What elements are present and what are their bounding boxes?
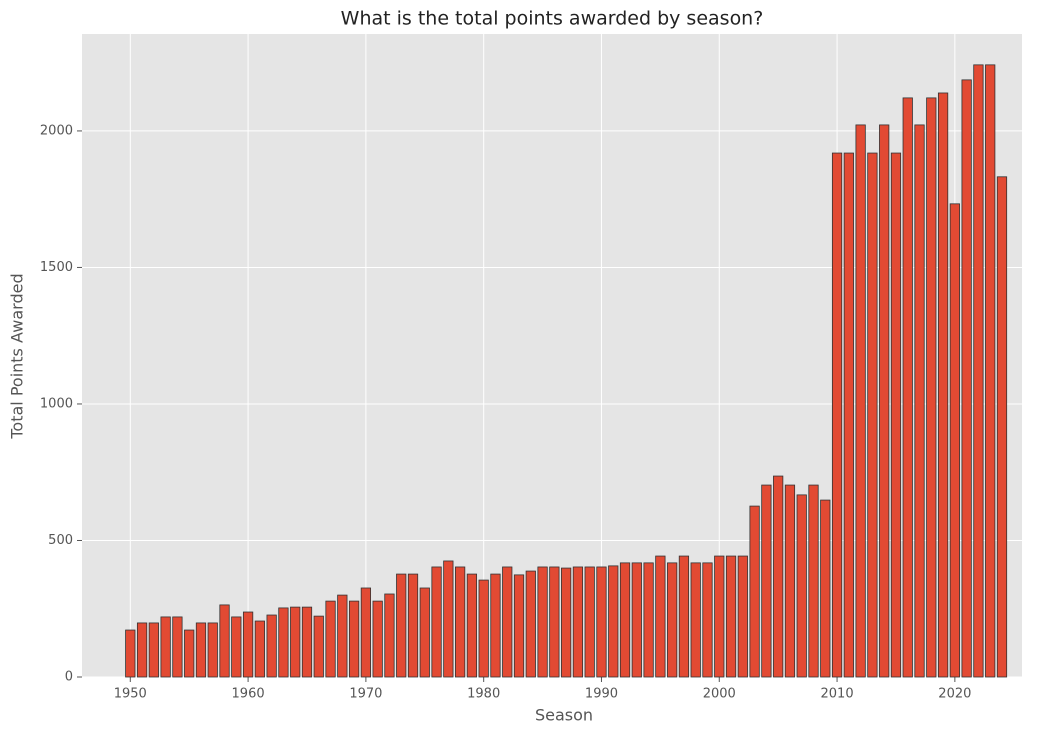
bar xyxy=(761,484,772,678)
bar xyxy=(372,600,383,678)
x-tick-label: 2000 xyxy=(703,687,736,702)
x-tick-label: 1950 xyxy=(114,687,147,702)
bar xyxy=(655,555,666,678)
bar xyxy=(690,562,701,678)
x-tick-label: 2020 xyxy=(938,687,971,702)
bar xyxy=(207,622,218,678)
bar xyxy=(831,152,843,678)
bar xyxy=(796,494,807,678)
bar xyxy=(242,611,254,678)
bar xyxy=(136,622,148,678)
bar xyxy=(278,607,289,678)
bar xyxy=(525,570,536,678)
bar xyxy=(820,499,831,678)
bar xyxy=(502,566,513,678)
bar xyxy=(643,562,654,678)
bar xyxy=(254,620,265,678)
bar xyxy=(949,203,960,678)
y-tick-label: 2000 xyxy=(40,123,73,138)
bar xyxy=(266,614,277,678)
x-axis-label: Season xyxy=(535,706,593,725)
bar xyxy=(808,484,819,678)
bar xyxy=(725,555,737,678)
bar xyxy=(490,573,501,678)
bar xyxy=(301,606,313,678)
bar xyxy=(219,604,230,678)
bar xyxy=(537,566,548,678)
x-tick-label: 1970 xyxy=(349,687,382,702)
bar xyxy=(561,567,572,678)
bar xyxy=(443,560,454,678)
bar xyxy=(973,64,984,678)
bar xyxy=(184,629,195,678)
bar xyxy=(702,562,713,678)
bar xyxy=(784,484,796,678)
bar xyxy=(549,566,560,678)
bar xyxy=(714,555,725,678)
bar xyxy=(890,152,902,678)
bar xyxy=(125,629,136,678)
bar xyxy=(396,573,407,678)
bar xyxy=(996,176,1008,678)
bar xyxy=(231,616,242,678)
bar xyxy=(937,92,949,678)
bar xyxy=(667,562,678,678)
bar xyxy=(749,505,760,678)
x-tick-label: 2010 xyxy=(821,687,854,702)
bar xyxy=(584,566,595,678)
bar xyxy=(407,573,419,678)
bar xyxy=(914,124,925,678)
x-tick-label: 1980 xyxy=(467,687,500,702)
x-tick-label: 1960 xyxy=(232,687,265,702)
bar xyxy=(678,555,690,678)
bar xyxy=(513,574,525,678)
bar xyxy=(737,555,748,678)
bar xyxy=(195,622,207,678)
bar xyxy=(855,124,866,678)
bar xyxy=(631,562,642,678)
x-tick-label: 1990 xyxy=(585,687,618,702)
bar xyxy=(313,615,324,678)
bar xyxy=(419,587,430,678)
bar xyxy=(879,124,890,678)
y-tick-label: 500 xyxy=(48,533,73,548)
y-tick-label: 0 xyxy=(65,670,73,685)
bar xyxy=(290,606,301,678)
bar xyxy=(608,565,619,678)
bar xyxy=(902,97,913,678)
bar xyxy=(466,573,478,678)
bar xyxy=(325,600,336,678)
bar xyxy=(985,64,996,678)
bar xyxy=(572,566,584,678)
chart-title: What is the total points awarded by seas… xyxy=(341,8,764,30)
bar xyxy=(172,616,183,678)
bar xyxy=(360,587,371,678)
bar xyxy=(384,593,395,678)
bar xyxy=(961,79,972,678)
bar xyxy=(926,97,937,678)
bar xyxy=(843,152,854,678)
bar xyxy=(348,600,360,678)
y-tick-label: 1500 xyxy=(40,260,73,275)
bar xyxy=(478,579,489,678)
bar xyxy=(160,616,171,678)
y-tick-label: 1000 xyxy=(40,396,73,411)
bar xyxy=(773,475,784,678)
bar xyxy=(619,562,631,678)
bar xyxy=(148,622,159,678)
bar xyxy=(867,152,878,678)
bar xyxy=(431,566,442,678)
y-axis-label: Total Points Awarded xyxy=(8,273,27,439)
bar xyxy=(337,594,348,678)
bar xyxy=(596,566,607,678)
bar xyxy=(455,566,466,678)
